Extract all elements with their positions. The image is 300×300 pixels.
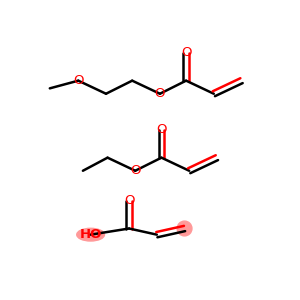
Text: O: O xyxy=(73,74,83,87)
Circle shape xyxy=(177,221,192,236)
Text: O: O xyxy=(124,194,134,207)
Text: O: O xyxy=(155,87,165,100)
Ellipse shape xyxy=(77,228,104,241)
Text: O: O xyxy=(156,123,167,136)
Text: HO: HO xyxy=(80,228,102,241)
Text: O: O xyxy=(181,46,191,59)
Text: O: O xyxy=(130,164,140,177)
